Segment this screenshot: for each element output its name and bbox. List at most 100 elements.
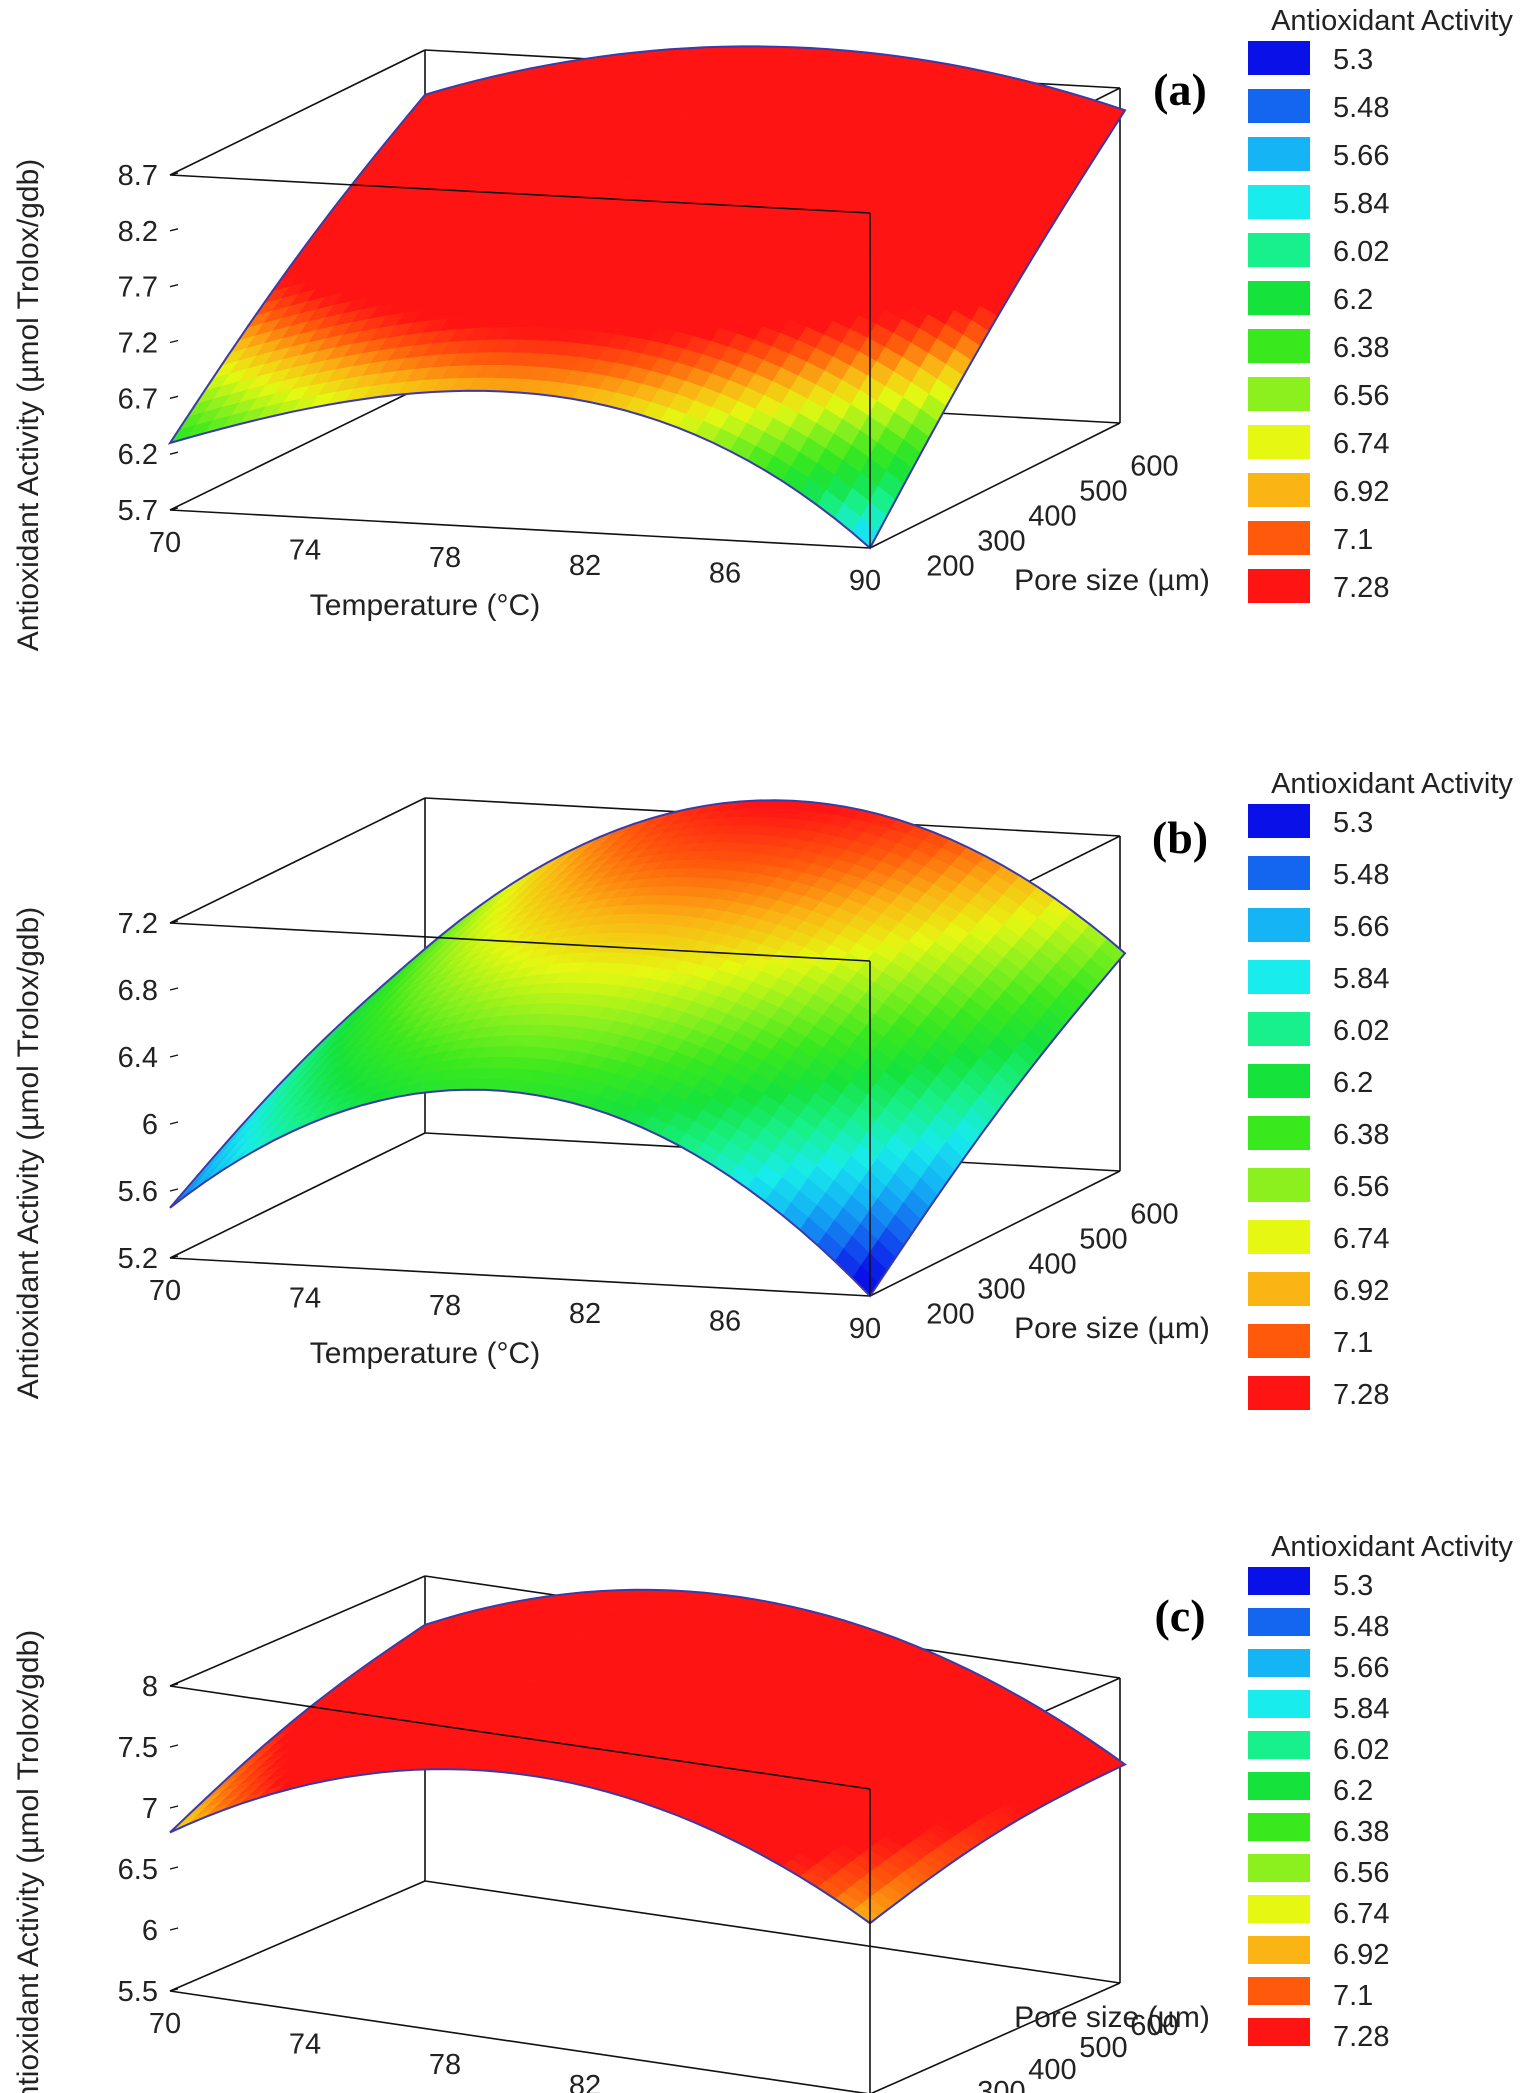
panel-label: (c)	[1154, 1590, 1205, 1641]
legend-label: 6.38	[1333, 1816, 1389, 1848]
legend-label: 6.74	[1333, 1223, 1389, 1255]
z-tick-mark	[169, 1054, 179, 1058]
legend-label: 5.3	[1333, 44, 1373, 76]
legend: Antioxidant Activity 5.3 5.48 5.66 5.84 6.02 6…	[1248, 5, 1513, 604]
legend-swatch	[1248, 1731, 1310, 1759]
legend-label: 6.02	[1333, 1734, 1389, 1766]
z-tick-mark	[169, 1121, 179, 1125]
z-tick-mark	[169, 228, 179, 232]
legend-label: 7.1	[1333, 524, 1373, 556]
box-edge-front	[169, 174, 871, 214]
legend-label: 6.2	[1333, 1775, 1373, 1807]
z-tick-label: 5.7	[118, 495, 158, 527]
x-axis-title: Temperature (°C)	[310, 1337, 540, 1370]
legend-label: 6.92	[1333, 1275, 1389, 1307]
legend-label: 6.92	[1333, 1939, 1389, 1971]
legend-swatch	[1248, 960, 1310, 994]
legend-swatch	[1248, 1772, 1310, 1800]
y-axis-title: Pore size (µm)	[1014, 564, 1210, 597]
legend-swatch	[1248, 1895, 1310, 1923]
legend-label: 6.56	[1333, 1171, 1389, 1203]
x-tick-label: 86	[709, 1305, 741, 1337]
box-edge	[169, 1575, 426, 1687]
legend-label: 6.02	[1333, 1015, 1389, 1047]
legend-swatch	[1248, 1936, 1310, 1964]
z-tick-label: 5.2	[118, 1243, 158, 1275]
legend-label: 6.2	[1333, 284, 1373, 316]
x-tick-label: 74	[289, 1283, 321, 1315]
x-tick-label: 82	[569, 1298, 601, 1330]
legend-swatch	[1248, 89, 1310, 123]
z-tick-mark	[169, 1988, 179, 1992]
z-tick-label: 8.7	[118, 160, 158, 192]
z-tick-mark	[169, 987, 179, 991]
legend-swatch	[1248, 856, 1310, 890]
x-tick-label: 86	[709, 557, 741, 589]
legend: Antioxidant Activity 5.3 5.48 5.66 5.84 6.02 6…	[1248, 768, 1513, 1411]
x-tick-label: 90	[849, 565, 881, 597]
y-tick-label: 500	[1079, 1224, 1127, 1256]
legend-swatch	[1248, 281, 1310, 315]
legend-swatch	[1248, 908, 1310, 942]
panel-label: (a)	[1153, 64, 1207, 115]
legend-swatch	[1248, 1064, 1310, 1098]
box-edge-front	[169, 922, 871, 962]
z-tick-label: 5.5	[118, 1976, 158, 2008]
y-axis-title: Pore size (µm)	[1014, 2001, 1210, 2034]
z-tick-label: 5.6	[118, 1176, 158, 1208]
legend-label: 5.66	[1333, 1652, 1389, 1684]
z-tick-mark	[169, 1683, 179, 1687]
box-edge	[169, 384, 426, 511]
legend-label: 7.28	[1333, 572, 1389, 604]
z-tick-mark	[169, 451, 179, 455]
x-tick-label: 86	[709, 2090, 741, 2093]
z-tick-label: 7.7	[118, 272, 158, 304]
box-edge	[169, 1880, 426, 1992]
legend-swatch	[1248, 377, 1310, 411]
z-tick-mark	[169, 1805, 179, 1809]
x-tick-label: 78	[429, 2049, 461, 2081]
z-tick-label: 6	[142, 1109, 158, 1141]
legend-swatch	[1248, 1376, 1310, 1410]
legend-label: 5.3	[1333, 1570, 1373, 1602]
surface-outline	[169, 1588, 1127, 1925]
z-tick-label: 7.5	[118, 1732, 158, 1764]
z-tick-label: 6.2	[118, 439, 158, 471]
y-tick-label: 300	[977, 1274, 1025, 1306]
legend-label: 6.2	[1333, 1067, 1373, 1099]
box-edge	[169, 49, 426, 176]
legend-label: 5.66	[1333, 911, 1389, 943]
legend-swatch	[1248, 1272, 1310, 1306]
legend-label: 5.66	[1333, 140, 1389, 172]
x-tick-label: 90	[849, 1313, 881, 1345]
response-surface	[169, 46, 1126, 549]
legend-swatch	[1248, 329, 1310, 363]
legend-swatch	[1248, 41, 1310, 75]
panel-label: (b)	[1152, 812, 1208, 863]
legend-swatch	[1248, 1012, 1310, 1046]
box-edge	[169, 1990, 869, 2093]
box-edge	[869, 422, 1121, 549]
legend-label: 6.38	[1333, 1119, 1389, 1151]
legend-swatch	[1248, 1813, 1310, 1841]
legend-swatch	[1248, 473, 1310, 507]
legend-label: 5.48	[1333, 859, 1389, 891]
box-edge	[169, 509, 871, 549]
legend-label: 6.74	[1333, 428, 1389, 460]
legend-label: 6.92	[1333, 476, 1389, 508]
x-tick-label: 70	[149, 527, 181, 559]
legend-label: 5.48	[1333, 1611, 1389, 1643]
chart-panel-b: 5.25.666.46.87.270 74 78 82 86 90 200300400500…	[12, 768, 1513, 1411]
legend-swatch	[1248, 1690, 1310, 1718]
x-tick-label: 74	[289, 535, 321, 567]
legend-swatch	[1248, 1116, 1310, 1150]
z-tick-mark	[169, 172, 179, 176]
legend-label: 5.3	[1333, 807, 1373, 839]
z-tick-mark	[169, 1255, 179, 1259]
legend-swatch	[1248, 521, 1310, 555]
chart-panel-c: 5.566.577.58707478828690200300400500600T…	[12, 1531, 1513, 2093]
z-tick-label: 6.8	[118, 975, 158, 1007]
legend: Antioxidant Activity 5.3 5.48 5.66 5.84 6.02 6…	[1248, 1531, 1513, 2053]
legend-swatch	[1248, 569, 1310, 603]
z-tick-label: 7.2	[118, 328, 158, 360]
